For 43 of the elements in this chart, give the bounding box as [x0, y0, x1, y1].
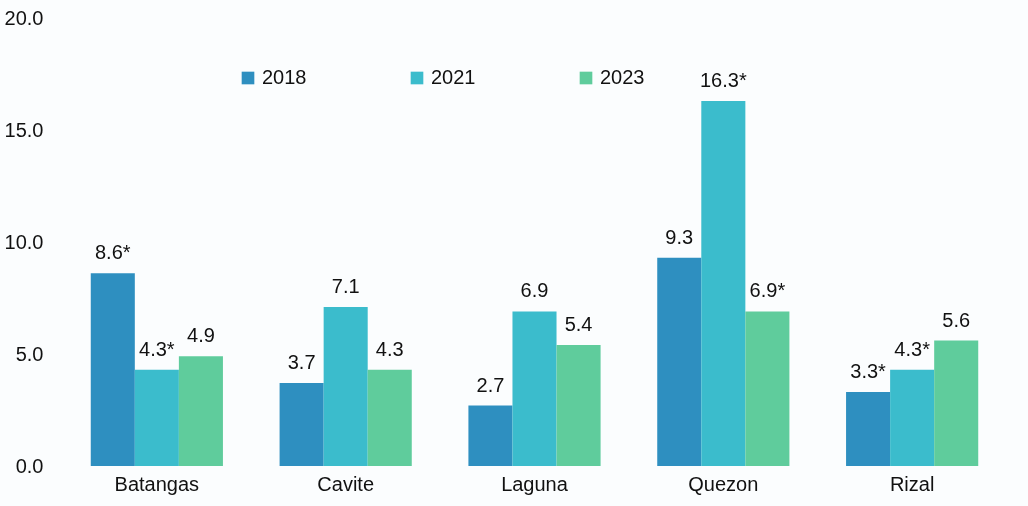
x-tick-label: Quezon: [688, 472, 759, 495]
bar: [468, 405, 513, 466]
y-tick-label: 5.0: [15, 342, 44, 365]
data-label: 5.6: [942, 308, 971, 331]
data-label: 6.9: [520, 279, 549, 302]
x-tick-label: Rizal: [889, 472, 935, 495]
bar: [178, 356, 223, 466]
data-label: 4.3*: [139, 337, 175, 360]
data-label: 6.9*: [749, 279, 786, 302]
data-label: 2.7: [476, 373, 505, 396]
data-label: 4.3*: [894, 337, 931, 360]
bar: [934, 340, 979, 466]
bar: [890, 369, 935, 466]
data-label: 3.3*: [850, 360, 887, 383]
data-label: 4.9: [187, 324, 215, 347]
bar: [134, 369, 179, 466]
bar: [556, 345, 601, 466]
bar: [701, 100, 746, 466]
y-tick-label: 0.0: [15, 454, 44, 477]
legend-label: 2018: [262, 66, 307, 88]
data-label: 4.3: [375, 337, 404, 360]
x-tick-label: Laguna: [501, 472, 569, 495]
bar: [279, 383, 324, 466]
data-label: 9.3: [665, 225, 694, 248]
legend-label: 2023: [600, 66, 645, 88]
bar: [323, 306, 368, 466]
y-tick-label: 10.0: [4, 230, 44, 253]
data-label: 16.3*: [699, 68, 747, 91]
bar: [90, 273, 135, 466]
data-label: 7.1: [331, 274, 360, 297]
bar: [745, 311, 790, 466]
data-label: 5.4: [564, 313, 593, 336]
legend-label: 2021: [431, 66, 476, 88]
y-tick-label: 15.0: [4, 118, 44, 141]
data-label: 8.6*: [95, 241, 131, 264]
data-label: 3.7: [287, 351, 316, 374]
bar: [367, 369, 412, 466]
x-tick-label: Cavite: [317, 472, 375, 495]
y-tick-label: 20.0: [4, 6, 44, 29]
bar: [657, 257, 702, 466]
bar: [846, 392, 891, 466]
x-tick-label: Batangas: [114, 472, 200, 495]
bar: [512, 311, 557, 466]
